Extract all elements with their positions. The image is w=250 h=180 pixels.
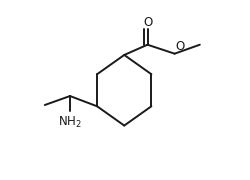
- Text: NH$_2$: NH$_2$: [58, 115, 82, 130]
- Text: O: O: [175, 40, 184, 53]
- Text: O: O: [143, 16, 152, 29]
